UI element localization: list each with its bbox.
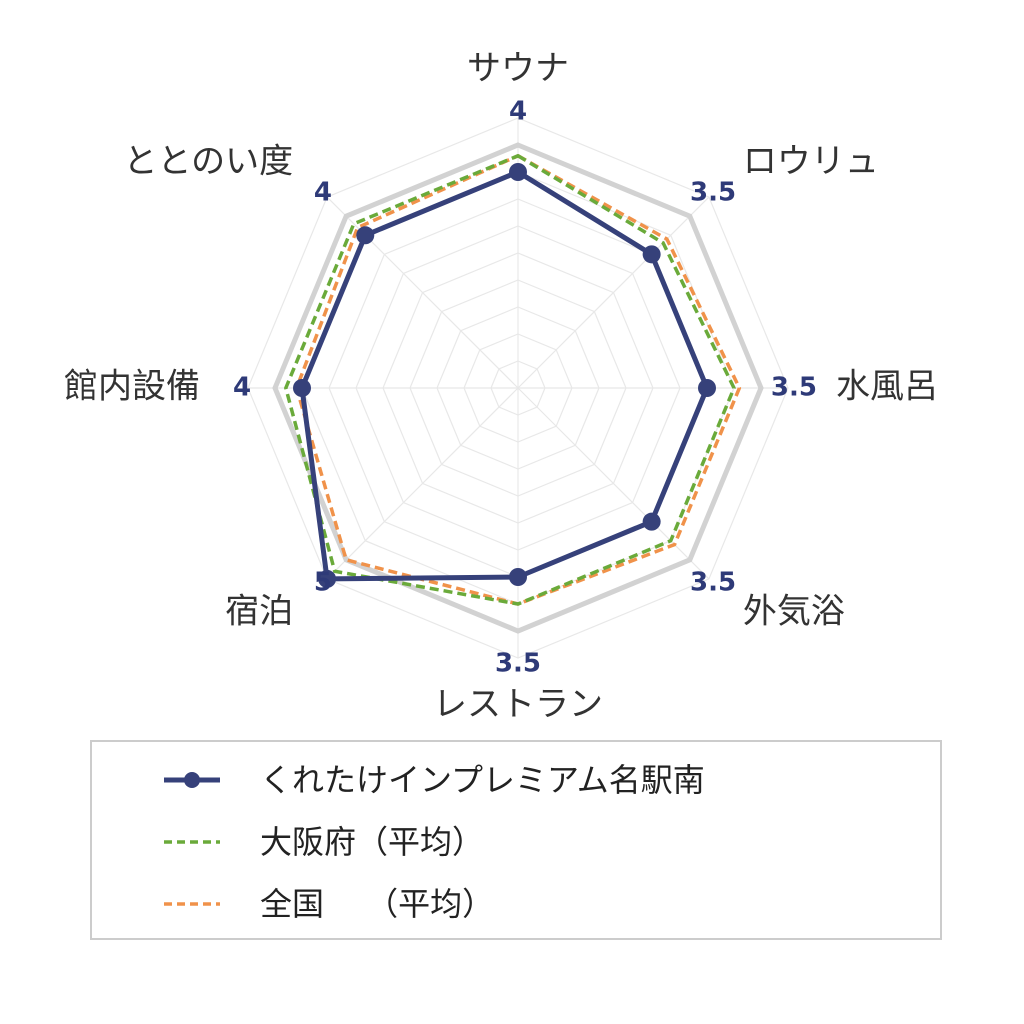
grid-spoke <box>517 196 710 389</box>
radar-series <box>284 154 742 606</box>
grid-spoke <box>517 387 710 580</box>
legend-label-osaka: 大阪府（平均） <box>260 823 485 861</box>
legend-label-national: 全国 （平均） <box>260 885 495 923</box>
data-point <box>509 163 527 181</box>
axis-label: ロウリュ <box>743 142 879 182</box>
legend-swatch-solid-marker <box>164 772 220 788</box>
data-point <box>318 569 337 588</box>
data-point <box>509 568 527 586</box>
data-point <box>642 512 661 531</box>
axis-label: 外気浴 <box>743 591 845 631</box>
legend-swatch-orange-dashed <box>164 902 220 906</box>
axis-label: レストラン <box>433 685 603 725</box>
data-value-label: 4 <box>314 177 332 207</box>
axis-label: ととのい度 <box>123 142 293 182</box>
legend-swatch-green-dashed <box>164 840 220 844</box>
data-value-label: 4 <box>233 373 251 403</box>
data-value-label: 3.5 <box>495 648 541 678</box>
legend: くれたけインプレミアム名駅南 大阪府（平均） 全国 （平均） <box>90 740 942 940</box>
data-value-label: 5 <box>314 568 332 598</box>
grid-spoke <box>326 196 519 389</box>
axis-label: サウナ <box>467 49 569 89</box>
data-value-label: 4 <box>509 97 527 127</box>
data-point <box>356 226 375 245</box>
axis-label: 水風呂 <box>836 367 938 407</box>
data-value-label: 3.5 <box>690 568 736 598</box>
data-point <box>642 245 661 264</box>
radar-grid <box>247 117 789 659</box>
legend-label-kuretake: くれたけインプレミアム名駅南 <box>260 761 705 799</box>
axis-label: 館内設備 <box>64 367 200 407</box>
series-line-1 <box>284 154 736 606</box>
axis-label: 宿泊 <box>225 591 293 631</box>
data-point <box>293 379 311 397</box>
highlight-ring <box>272 142 764 634</box>
grid-spoke <box>326 387 519 580</box>
data-value-label: 3.5 <box>690 177 736 207</box>
data-value-label: 3.5 <box>771 373 817 403</box>
data-point <box>698 379 716 397</box>
